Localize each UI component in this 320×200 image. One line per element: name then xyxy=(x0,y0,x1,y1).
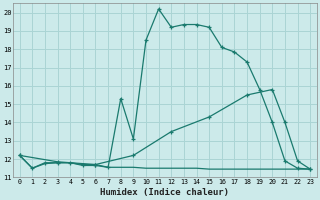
X-axis label: Humidex (Indice chaleur): Humidex (Indice chaleur) xyxy=(100,188,229,197)
